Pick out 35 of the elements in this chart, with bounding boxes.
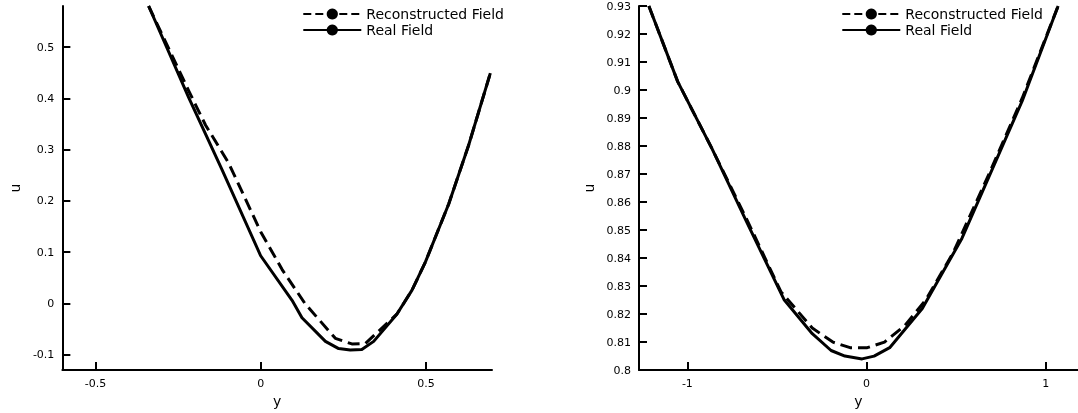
y-tick-label: 0.92 [606,27,631,41]
y-tick-label: 0.3 [36,143,55,157]
x-axis-title: y [273,393,282,409]
y-tick-label: 0.82 [606,307,631,321]
y-tick-label: 0.2 [36,194,55,208]
y-tick-label: 0.87 [606,167,631,181]
x-tick-label: -1 [681,377,693,391]
y-tick-label: 0.5 [36,40,55,54]
x-tick-label: 0 [863,377,871,391]
y-tick-label: 0.91 [606,55,631,69]
x-tick-label: 1 [1042,377,1050,391]
y-tick-label: 0 [47,296,55,310]
y-tick-label: 0.93 [606,0,631,13]
y-tick-label: 0.83 [606,279,631,293]
x-axis-title: y [854,393,863,409]
y-tick-label: 0.4 [36,91,55,105]
x-tick-label: -0.5 [84,377,107,391]
y-tick-label: 0.84 [606,251,631,265]
y-tick-label: 0.86 [606,195,631,209]
x-tick-label: 0 [257,377,265,391]
y-tick-label: 0.81 [606,335,631,349]
legend-label: Reconstructed Field [366,6,505,22]
y-tick-label: 0.8 [613,363,631,377]
y-tick-label: -0.1 [32,348,55,362]
legend-label: Reconstructed Field [905,6,1044,22]
y-axis-title: u [580,183,597,193]
y-axis-title: u [7,183,23,193]
x-tick-label: 0.5 [417,377,435,391]
y-tick-label: 0.85 [606,223,631,237]
y-tick-label: 0.1 [36,245,55,259]
y-tick-label: 0.9 [613,83,631,97]
y-tick-label: 0.89 [606,111,631,125]
y-tick-label: 0.88 [606,139,631,153]
legend-label: Real Field [905,22,973,38]
legend-label: Real Field [366,22,434,38]
